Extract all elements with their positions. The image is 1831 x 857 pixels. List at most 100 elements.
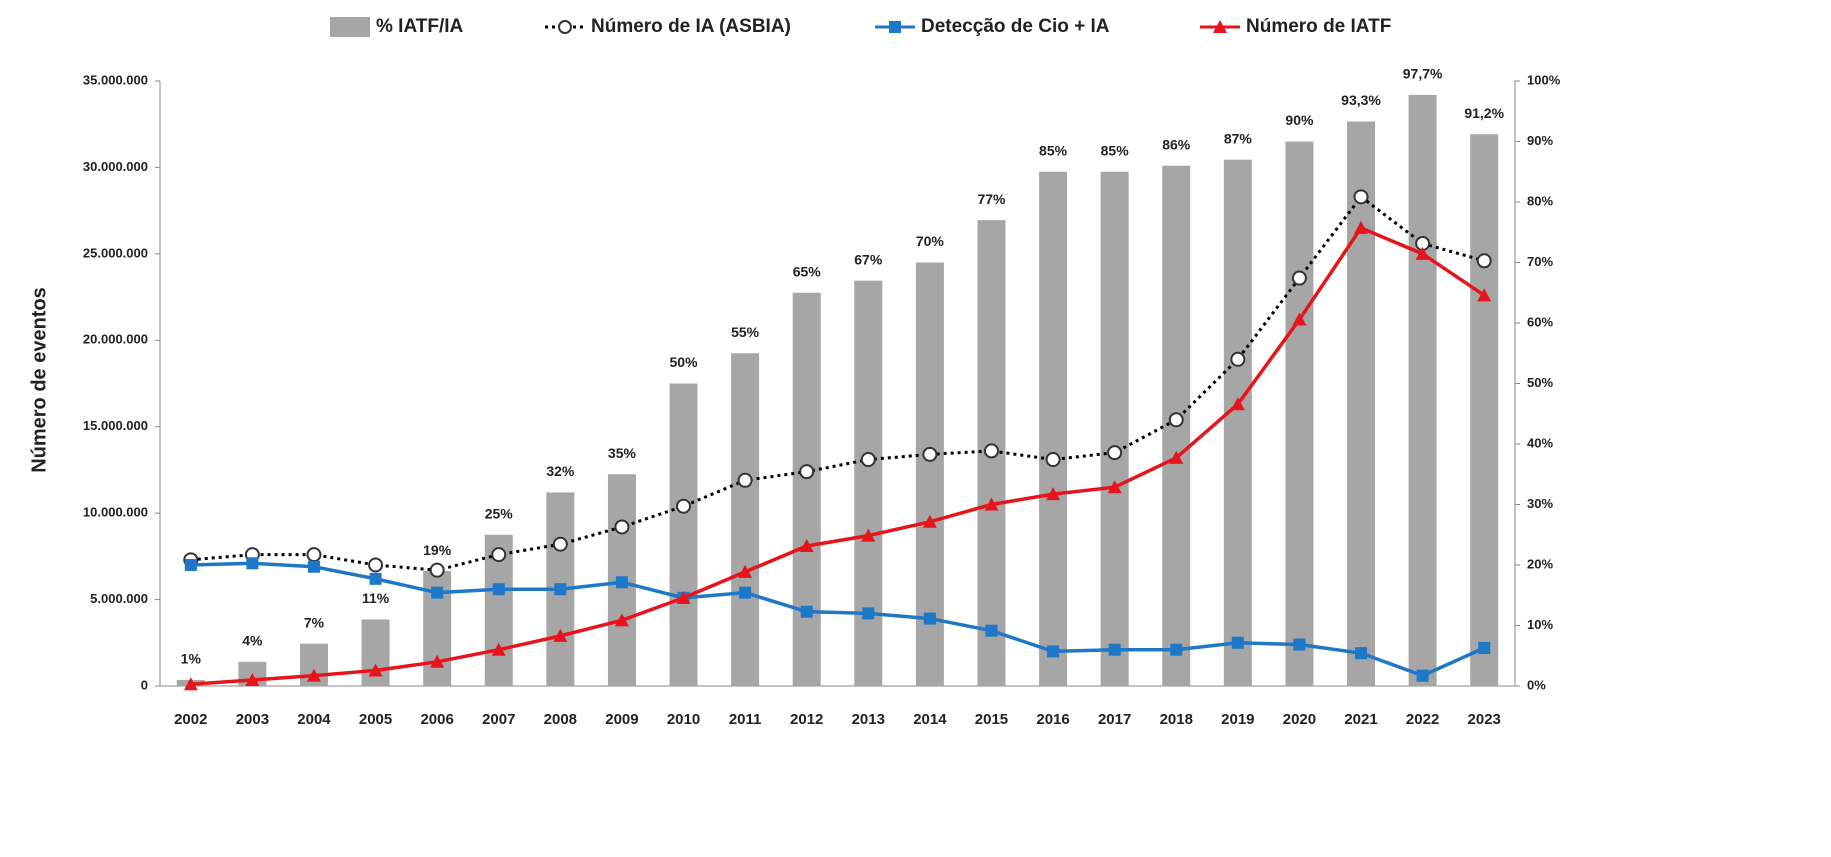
y2-tick-label: 100% [1527,72,1561,87]
y-tick-label: 5.000.000 [90,591,148,606]
y2-tick-label: 90% [1527,133,1553,148]
x-tick-label: 2003 [236,711,269,728]
y-tick-label: 35.000.000 [83,72,148,87]
x-tick-label: 2013 [852,711,885,728]
x-tick-label: 2023 [1468,711,1501,728]
data-label: 67% [854,251,883,267]
x-tick-label: 2008 [544,711,577,728]
marker [368,557,384,573]
line [190,194,1485,572]
marker [1478,641,1491,654]
y2-tick-label: 50% [1527,375,1553,390]
y2-tick-label: 20% [1527,556,1553,571]
x-tick-label: 2005 [359,711,392,728]
legend-label: Número de IATF [1246,16,1391,37]
y2-tick-label: 30% [1527,496,1553,511]
marker [1107,480,1122,494]
marker [1354,220,1369,234]
marker [1293,638,1306,651]
data-label: 4% [242,633,263,649]
bar [1039,171,1068,686]
marker [861,528,876,542]
marker [984,497,999,511]
data-label: 85% [1039,142,1068,158]
marker [306,547,322,563]
legend-marker [1213,20,1227,33]
bar [1347,121,1376,686]
x-tick-label: 2002 [174,711,207,728]
marker [1046,487,1061,501]
data-label: 93,3% [1341,92,1381,108]
data-label: 35% [608,445,637,461]
marker [676,498,692,514]
bar [854,280,883,686]
x-tick-label: 2011 [729,711,762,728]
marker [1476,253,1492,269]
bar [792,292,821,686]
marker [491,547,507,563]
marker [1107,445,1123,461]
data-label: 97,7% [1403,66,1443,82]
data-label: 77% [977,191,1006,207]
marker [983,443,999,459]
bar [1100,171,1129,686]
marker [739,586,752,599]
marker [431,586,444,599]
y2-tick-label: 0% [1527,677,1546,692]
data-label: 70% [916,233,945,249]
y2-tick-label: 80% [1527,193,1553,208]
marker [737,472,753,488]
marker [799,464,815,480]
marker [553,628,568,642]
marker [1416,669,1429,682]
y-tick-label: 10.000.000 [83,505,148,520]
data-label: 50% [670,354,699,370]
marker [1353,189,1369,205]
marker [615,576,628,589]
data-label: 11% [362,590,390,606]
y2-tick-label: 60% [1527,314,1553,329]
marker [306,668,321,682]
y2-tick-label: 70% [1527,254,1553,269]
data-label: 25% [485,505,514,521]
marker [1415,246,1430,260]
x-tick-label: 2010 [667,711,700,728]
y2-tick-label: 40% [1527,435,1553,450]
data-label: 7% [304,614,325,630]
marker [1168,412,1184,428]
data-label: 90% [1285,112,1314,128]
x-tick-label: 2004 [297,711,331,728]
marker [368,663,383,677]
data-label: 55% [731,324,760,340]
marker [614,613,629,627]
marker [429,562,445,578]
marker [1108,643,1121,656]
x-tick-label: 2016 [1036,711,1069,728]
marker [430,654,445,668]
legend-label: % IATF/IA [376,16,464,37]
marker [800,605,813,618]
legend-label: Número de IA (ASBIA) [591,16,791,37]
x-tick-label: 2009 [605,711,638,728]
marker [183,677,198,691]
bar [1223,159,1252,686]
data-label: 91,2% [1464,105,1504,121]
marker [1047,645,1060,658]
marker [614,519,630,535]
y-tick-label: 30.000.000 [83,159,148,174]
data-label: 65% [793,263,822,279]
x-tick-label: 2007 [482,711,515,728]
marker [369,572,382,585]
marker [245,672,260,686]
marker [862,607,875,620]
marker [1477,288,1492,302]
marker [1291,270,1307,286]
y2-tick-label: 10% [1527,617,1553,632]
marker [554,583,567,596]
marker [492,583,505,596]
marker [1231,636,1244,649]
marker [1045,452,1061,468]
x-tick-label: 2015 [975,711,1008,728]
marker [799,538,814,552]
